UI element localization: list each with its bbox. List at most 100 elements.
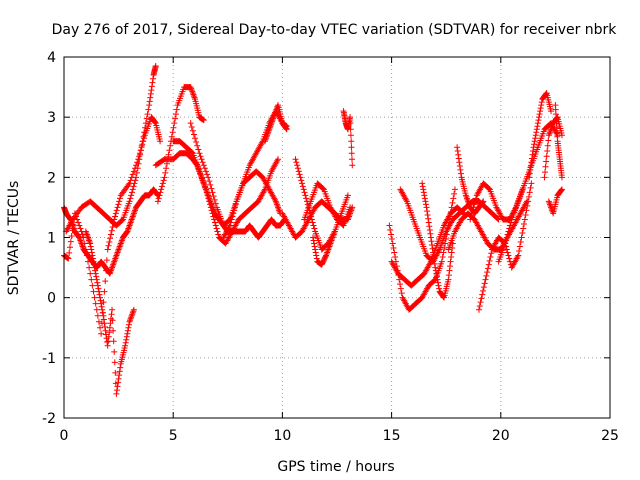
data-point — [431, 277, 438, 284]
data-point — [105, 242, 112, 249]
data-point — [211, 219, 218, 226]
data-point — [439, 254, 446, 261]
data-point — [307, 210, 314, 217]
data-point — [92, 270, 99, 277]
data-point — [457, 166, 464, 173]
data-point — [106, 324, 113, 331]
data-point — [231, 207, 238, 214]
data-point — [81, 240, 88, 247]
data-point — [71, 210, 78, 217]
data-point — [387, 226, 394, 233]
data-point — [167, 142, 174, 149]
data-point — [428, 238, 435, 245]
data-point — [433, 273, 440, 280]
data-point — [140, 138, 147, 145]
data-point — [485, 261, 492, 268]
data-point — [95, 288, 102, 295]
data-point — [505, 252, 512, 259]
data-point — [136, 153, 143, 160]
data-point — [388, 236, 395, 243]
data-point — [525, 198, 532, 205]
data-point — [166, 147, 173, 154]
data-point — [468, 210, 475, 217]
data-point — [207, 204, 214, 211]
data-point — [448, 204, 455, 211]
data-point — [128, 174, 135, 181]
data-point — [139, 141, 146, 148]
data-point — [133, 162, 140, 169]
y-tick-label: 2 — [47, 170, 56, 186]
data-point — [206, 198, 213, 205]
data-point — [451, 186, 458, 193]
data-point — [322, 253, 329, 260]
data-point — [430, 249, 437, 256]
data-point — [431, 260, 438, 267]
data-point — [127, 177, 134, 184]
data-point — [310, 222, 317, 229]
data-point — [300, 186, 307, 193]
data-point — [131, 165, 138, 172]
data-point — [77, 225, 84, 232]
data-point — [128, 189, 135, 196]
data-point — [102, 327, 109, 334]
data-point — [111, 216, 118, 223]
data-point — [516, 248, 523, 255]
data-point — [299, 183, 306, 190]
data-point — [526, 189, 533, 196]
data-point — [73, 213, 80, 220]
data-point — [89, 255, 96, 262]
data-point — [529, 151, 536, 158]
data-point — [160, 177, 167, 184]
data-point — [503, 234, 510, 241]
data-point — [198, 156, 205, 163]
chart-title: Day 276 of 2017, Sidereal Day-to-day VTE… — [52, 22, 618, 38]
data-point — [425, 215, 432, 222]
data-point — [98, 300, 105, 307]
data-point — [123, 336, 130, 343]
data-point — [522, 211, 529, 218]
data-point — [420, 189, 427, 196]
data-point — [541, 174, 548, 181]
data-point — [435, 279, 442, 286]
data-point — [517, 239, 524, 246]
data-point — [471, 201, 478, 208]
data-point — [420, 186, 427, 193]
data-point — [548, 108, 555, 115]
data-point — [210, 193, 217, 200]
data-point — [310, 237, 317, 244]
data-point — [138, 144, 145, 151]
data-point — [449, 245, 456, 252]
data-point — [101, 288, 108, 295]
data-point — [88, 249, 95, 256]
data-point — [531, 141, 538, 148]
data-point — [486, 185, 493, 192]
data-point — [232, 201, 239, 208]
data-point — [484, 265, 491, 272]
data-point — [152, 63, 159, 70]
data-point — [189, 127, 196, 134]
data-point — [311, 240, 318, 247]
data-point — [438, 258, 445, 265]
data-point — [100, 312, 107, 319]
data-point — [67, 238, 74, 245]
data-point — [123, 333, 130, 340]
x-axis-label: GPS time / hours — [277, 459, 394, 475]
data-point — [427, 230, 434, 237]
data-point — [95, 318, 102, 325]
data-point — [116, 372, 123, 379]
data-point — [149, 75, 156, 82]
data-point — [527, 166, 534, 173]
x-tick-label: 0 — [60, 428, 69, 444]
data-point — [527, 163, 534, 170]
data-point — [542, 169, 549, 176]
x-tick-label: 5 — [169, 428, 178, 444]
data-point — [126, 198, 133, 205]
data-point — [481, 280, 488, 287]
data-point — [419, 183, 426, 190]
data-point — [484, 269, 491, 276]
data-point — [89, 252, 96, 259]
data-point — [430, 253, 437, 260]
data-point — [431, 257, 438, 264]
data-point — [104, 246, 111, 253]
data-point — [544, 148, 551, 155]
